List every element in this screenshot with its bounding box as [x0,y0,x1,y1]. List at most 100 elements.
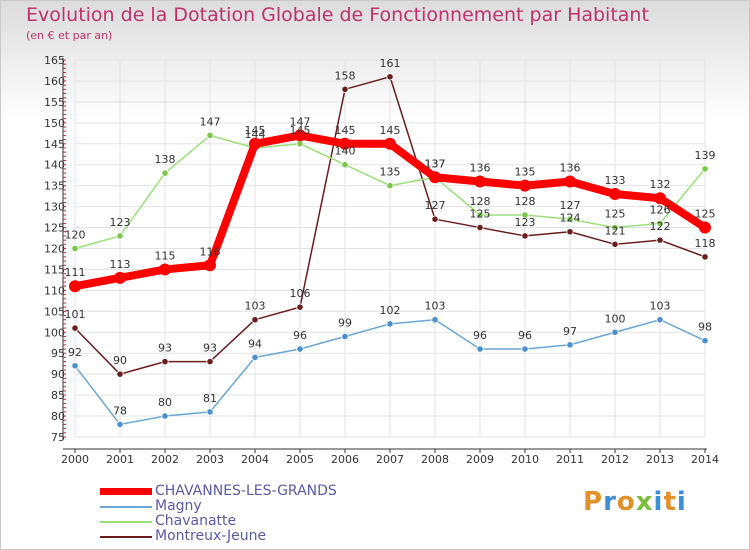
y-tick-label: 90 [51,368,65,381]
y-tick-label: 80 [51,410,65,423]
data-label-chavanatte: 126 [650,203,671,216]
y-tick-label: 75 [51,431,65,444]
x-tick-label: 2000 [61,453,89,466]
x-tick-label: 2013 [646,453,674,466]
logo-letter: i [653,487,664,517]
y-tick-label: 110 [44,284,65,297]
data-label-chavanatte: 147 [200,115,221,128]
data-label-chavannes-les-grands: 132 [650,178,671,191]
data-point-chavannes-les-grands [339,137,351,150]
data-point-montreux-jeune [566,228,574,236]
x-tick-label: 2009 [466,453,494,466]
data-point-chavanatte [656,219,664,227]
y-tick-label: 160 [44,75,65,88]
data-point-magny [296,345,304,353]
data-label-magny: 99 [338,316,352,329]
logo-letter: r [603,487,617,517]
legend-label: Chavanatte [155,513,237,529]
data-point-chavannes-les-grands [159,263,171,276]
data-label-montreux-jeune: 124 [560,212,581,225]
data-labels: 101 90 93 93 103 106 158 161 127 125 123 124 121 122 1… [65,57,716,418]
x-tick-label: 2011 [556,453,584,466]
data-label-chavannes-les-grands: 136 [470,161,491,174]
data-label-chavannes-les-grands: 145 [380,124,401,137]
data-label-montreux-jeune: 118 [695,237,716,250]
data-label-magny: 80 [158,396,172,409]
data-point-montreux-jeune [251,316,259,324]
data-point-montreux-jeune [206,357,214,366]
data-label-chavanatte: 125 [605,208,626,221]
data-label-montreux-jeune: 121 [605,224,626,237]
grid [74,59,706,438]
data-label-chavanatte: 127 [560,199,581,212]
data-label-chavanatte: 128 [515,195,536,208]
y-tick-label: 120 [44,243,65,256]
legend-swatch [100,521,152,523]
data-label-chavannes-les-grands: 135 [515,166,536,179]
x-tick-label: 2002 [151,453,179,466]
y-tick-label: 105 [44,305,65,318]
data-point-chavanatte [206,131,214,139]
data-point-chavannes-les-grands [114,271,126,284]
data-label-montreux-jeune: 161 [380,57,401,70]
data-point-chavannes-les-grands [609,188,621,201]
data-point-montreux-jeune [341,85,349,93]
data-label-chavanatte: 137 [425,157,446,170]
data-label-chavannes-les-grands: 133 [605,174,626,187]
y-tick-label: 130 [44,201,65,214]
y-tick-label: 135 [44,180,65,193]
data-point-chavanatte [521,211,529,219]
data-point-magny [611,328,619,336]
axes: 7580859095100105110115120125130135140145… [44,54,719,466]
data-point-magny [476,345,484,353]
data-point-chavannes-les-grands [429,171,441,184]
data-label-montreux-jeune: 93 [203,342,217,355]
y-tick-label: 95 [51,347,65,360]
data-point-magny [341,332,349,341]
data-label-montreux-jeune: 101 [65,308,86,321]
data-label-magny: 100 [605,312,626,325]
data-point-chavannes-les-grands [519,179,531,192]
data-label-montreux-jeune: 93 [158,342,172,355]
data-label-montreux-jeune: 125 [470,208,491,221]
data-point-montreux-jeune [521,232,529,240]
data-point-magny [71,362,79,370]
data-point-chavanatte [566,215,574,223]
data-label-montreux-jeune: 127 [425,199,446,212]
data-label-magny: 94 [248,337,262,350]
data-label-montreux-jeune: 103 [245,300,266,313]
data-label-chavannes-les-grands: 111 [65,266,86,279]
data-label-magny: 103 [650,300,671,313]
y-tick-label: 115 [44,263,65,276]
logo-letter: i [676,487,687,517]
data-point-chavannes-les-grands [384,137,396,150]
data-label-chavannes-les-grands: 137 [425,157,446,170]
x-tick-label: 2007 [376,453,404,466]
y-tick-label: 100 [44,326,65,339]
data-point-chavanatte [701,165,709,173]
x-tick-label: 2005 [286,453,314,466]
data-point-montreux-jeune [701,253,709,261]
x-tick-label: 2004 [241,453,269,466]
y-tick-label: 155 [44,96,65,109]
data-label-magny: 102 [380,304,401,317]
y-tick-label: 150 [44,117,65,130]
data-point-montreux-jeune [431,215,439,223]
data-label-magny: 96 [518,329,532,342]
data-point-montreux-jeune [476,223,484,232]
data-label-chavanatte: 139 [695,149,716,162]
legend-label: CHAVANNES-LES-GRANDS [155,483,337,499]
x-tick-label: 2001 [106,453,134,466]
data-point-chavannes-les-grands [294,129,306,142]
data-point-magny [521,345,529,353]
data-label-chavanatte: 123 [110,216,131,229]
data-point-chavannes-les-grands [69,280,81,293]
data-point-chavanatte [296,140,304,148]
data-point-montreux-jeune [116,370,124,378]
data-label-montreux-jeune: 90 [113,354,127,367]
data-point-magny [251,353,259,362]
data-point-chavannes-les-grands [249,137,261,150]
data-point-montreux-jeune [386,73,394,81]
data-point-chavanatte [476,211,484,219]
